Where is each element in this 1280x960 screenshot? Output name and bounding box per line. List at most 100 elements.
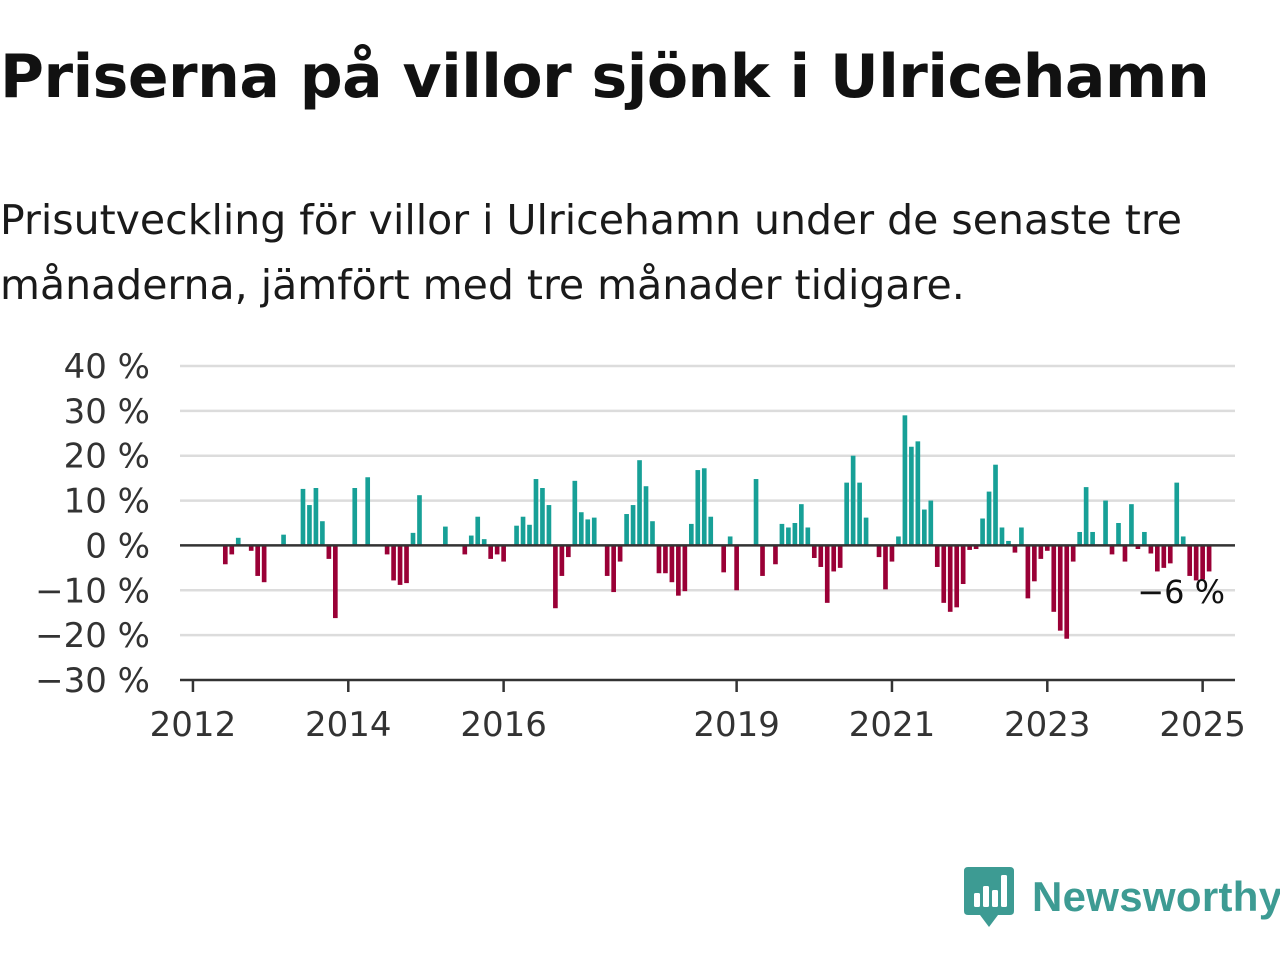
bar xyxy=(863,517,869,546)
y-tick-label: 20 % xyxy=(64,437,150,477)
bar xyxy=(753,479,759,546)
bar xyxy=(1083,487,1089,546)
x-tick-label: 2016 xyxy=(460,705,547,745)
bar xyxy=(462,545,468,555)
bar xyxy=(617,545,623,562)
bar xyxy=(688,523,694,546)
bar xyxy=(1148,545,1154,554)
y-tick-label: −10 % xyxy=(35,571,150,611)
bar xyxy=(624,514,629,546)
gridlines xyxy=(180,364,1235,637)
bar xyxy=(954,545,960,608)
x-tick-label: 2012 xyxy=(150,705,237,745)
bar xyxy=(320,521,325,546)
bar xyxy=(1012,545,1018,553)
bar xyxy=(1206,545,1212,572)
bar xyxy=(973,545,979,550)
bar xyxy=(1193,545,1199,581)
bar xyxy=(999,527,1005,546)
bar xyxy=(553,545,558,609)
bar xyxy=(1200,545,1205,580)
bar xyxy=(566,545,571,558)
bar xyxy=(637,460,642,546)
bar xyxy=(384,545,390,555)
bar xyxy=(1103,500,1108,546)
bar xyxy=(734,545,739,591)
bar xyxy=(1135,545,1141,550)
bar xyxy=(488,545,493,559)
x-tick-label: 2014 xyxy=(305,705,392,745)
bar xyxy=(443,526,448,546)
bar xyxy=(1051,545,1057,612)
bar xyxy=(922,509,927,546)
bar xyxy=(501,545,506,562)
bar xyxy=(708,516,714,546)
bar xyxy=(837,545,843,568)
bar xyxy=(799,504,804,546)
bar xyxy=(1038,545,1044,559)
bar xyxy=(533,479,539,546)
chart-subtitle: Prisutveckling för villor i Ulricehamn u… xyxy=(0,196,1183,309)
bar xyxy=(682,545,688,592)
bar xyxy=(1116,523,1121,546)
bar xyxy=(773,545,778,565)
bar xyxy=(1155,545,1160,572)
newsworthy-logo-icon xyxy=(964,867,1014,927)
bar xyxy=(578,512,584,546)
bar xyxy=(281,534,286,546)
y-tick-label: −20 % xyxy=(35,616,150,656)
bar xyxy=(650,521,655,546)
y-tick-label: 0 % xyxy=(85,526,150,566)
last-value-label: −6 % xyxy=(1137,573,1225,611)
bar xyxy=(779,523,785,546)
bar xyxy=(520,516,526,546)
bar xyxy=(805,527,811,546)
newsworthy-brand: Newsworthy xyxy=(964,866,1280,928)
bar xyxy=(514,525,519,546)
bar xyxy=(559,545,565,576)
bar xyxy=(417,495,422,546)
bar xyxy=(986,491,992,546)
bar xyxy=(248,545,254,551)
bar xyxy=(889,545,895,562)
bar xyxy=(792,523,798,546)
bar-chart: 40 %30 %20 %10 %0 %−10 %−20 %−30 % 2012 2… xyxy=(35,347,1246,745)
bar xyxy=(1070,545,1076,562)
bar xyxy=(1025,545,1031,599)
bar xyxy=(404,545,409,584)
axes xyxy=(180,544,1235,692)
bar xyxy=(235,537,241,546)
bar xyxy=(410,532,416,546)
chart-title: Priserna på villor sjönk i Ulricehamn xyxy=(0,42,1210,112)
bar xyxy=(333,545,338,619)
bar xyxy=(883,545,888,590)
bar xyxy=(1064,545,1070,639)
bar xyxy=(1129,504,1134,546)
brand-name: Newsworthy xyxy=(1032,873,1280,920)
bar xyxy=(1122,545,1128,562)
x-tick-label: 2021 xyxy=(849,705,936,745)
bar xyxy=(850,455,856,546)
bar xyxy=(811,545,817,558)
x-tick-label: 2025 xyxy=(1159,705,1246,745)
bar xyxy=(896,536,901,546)
bar xyxy=(1180,536,1186,546)
bar xyxy=(540,488,545,546)
bar xyxy=(1044,545,1050,551)
bar xyxy=(585,519,591,546)
bar xyxy=(857,482,862,546)
y-axis-labels: 40 % 30 % 20 % 10 %0 % −10 % −20 % −30 % xyxy=(35,347,150,701)
bar xyxy=(967,545,972,550)
bar xyxy=(1174,482,1180,546)
bar xyxy=(1006,540,1011,546)
bar xyxy=(909,446,914,546)
bar xyxy=(960,545,966,585)
bar xyxy=(352,488,358,546)
bar xyxy=(1090,531,1095,546)
bar xyxy=(663,545,668,574)
bar xyxy=(391,545,396,581)
bar xyxy=(676,545,681,596)
y-tick-label: 10 % xyxy=(64,482,150,522)
bar xyxy=(1187,545,1193,576)
bar xyxy=(255,545,260,576)
